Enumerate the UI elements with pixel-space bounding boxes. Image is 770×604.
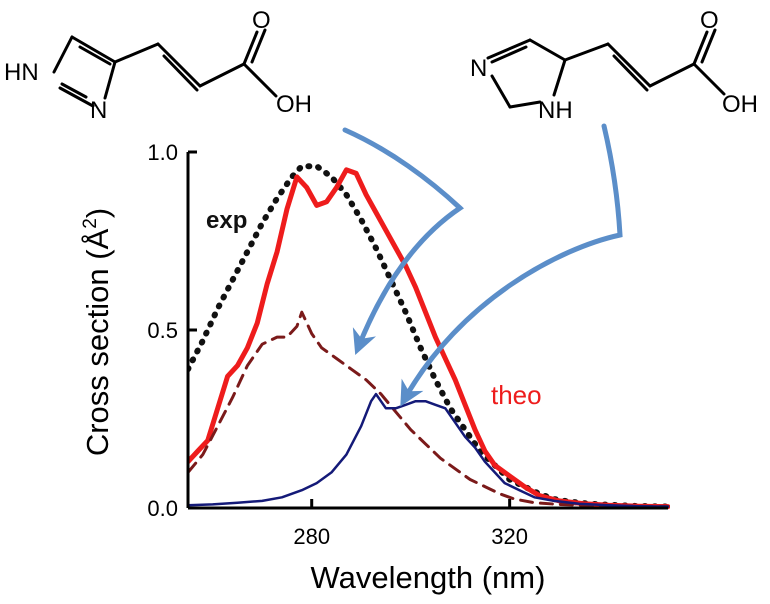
y-tick-label: 0.5	[147, 318, 178, 343]
arrow-right-molecule-to-blue-curve	[400, 123, 623, 407]
molecule-left-bonds	[52, 28, 278, 108]
y-axis-title-main: Cross section (Å	[80, 228, 115, 456]
y-tick-label: 0.0	[147, 496, 178, 521]
annotation-exp: exp	[206, 207, 247, 234]
arrows	[342, 123, 623, 407]
right-n-label: N	[470, 55, 487, 82]
molecule-right-bonds	[486, 28, 726, 109]
left-oh-label: OH	[276, 91, 312, 118]
y-axis-title-superscript: 2	[80, 218, 101, 229]
series-line-unlabeled-2	[188, 310, 670, 509]
x-tick-label: 320	[491, 524, 528, 549]
plot-area: 0.0 0.5 1.0 280 320 Wavelength (nm) Cross se…	[80, 140, 670, 595]
molecule-left: HN N O OH	[4, 7, 312, 124]
x-axis-title: Wavelength (nm)	[311, 560, 546, 595]
right-o-label: O	[700, 7, 719, 34]
y-axis-title: Cross section (Å2)	[80, 208, 115, 456]
arrow-left-molecule-to-dashed-curve	[342, 127, 465, 355]
series-line-exp	[188, 163, 670, 510]
molecule-right: N NH O OH	[470, 7, 758, 124]
y-axis-title-close: )	[80, 208, 115, 218]
ticks-layer: 0.0 0.5 1.0 280 320	[147, 140, 528, 549]
series-layer	[188, 163, 670, 510]
y-tick-label: 1.0	[147, 140, 178, 165]
right-oh-label: OH	[722, 91, 758, 118]
series-line-theo	[188, 167, 670, 510]
left-nh-label: HN	[4, 59, 39, 86]
x-tick-label: 280	[293, 524, 330, 549]
right-nh-label: NH	[538, 97, 573, 124]
left-n-label: N	[90, 97, 107, 124]
annotation-theo: theo	[491, 380, 542, 410]
series-line-unlabeled-3	[188, 392, 670, 508]
left-o-label: O	[252, 7, 271, 34]
